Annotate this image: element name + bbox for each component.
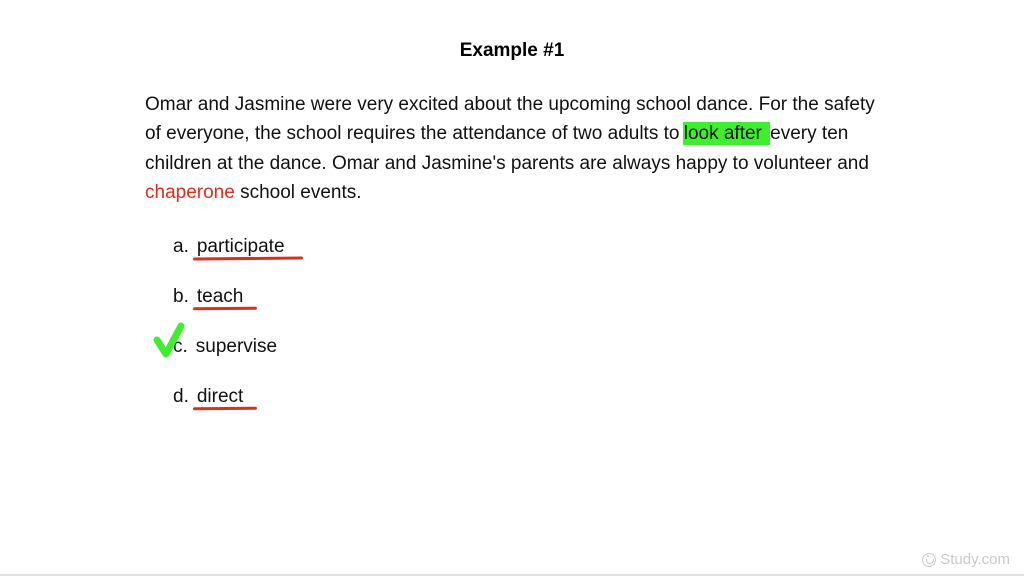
option-b: b. teach — [173, 286, 879, 308]
document-container: Example #1 Omar and Jasmine were very ex… — [0, 0, 1024, 408]
option-letter: c. — [173, 336, 188, 358]
option-c: c. supervise — [173, 336, 879, 358]
option-a: a. participate — [173, 236, 879, 258]
option-d: d. direct — [173, 386, 879, 408]
watermark-text: Study.com — [940, 551, 1010, 568]
option-word: direct — [197, 386, 243, 408]
option-c-text: supervise — [196, 336, 277, 357]
option-b-text: teach — [197, 286, 243, 307]
strike-mark — [193, 306, 258, 310]
option-word: supervise — [196, 336, 277, 358]
option-d-text: direct — [197, 386, 243, 407]
strike-mark — [193, 256, 303, 260]
option-letter: a. — [173, 236, 189, 258]
option-word: teach — [197, 286, 243, 308]
watermark: Study.com — [922, 551, 1010, 568]
strike-mark — [193, 406, 257, 410]
highlighted-phrase: look after — [683, 122, 770, 145]
option-a-text: participate — [197, 236, 285, 257]
option-letter: b. — [173, 286, 189, 308]
watermark-icon — [922, 553, 936, 567]
vocab-word: chaperone — [145, 182, 235, 203]
option-word: participate — [197, 236, 285, 258]
passage-part3: school events. — [235, 182, 362, 203]
passage-text: Omar and Jasmine were very excited about… — [145, 90, 879, 208]
example-title: Example #1 — [145, 40, 879, 62]
answer-options: a. participate b. teach c. supervise d. — [145, 236, 879, 408]
option-letter: d. — [173, 386, 189, 408]
